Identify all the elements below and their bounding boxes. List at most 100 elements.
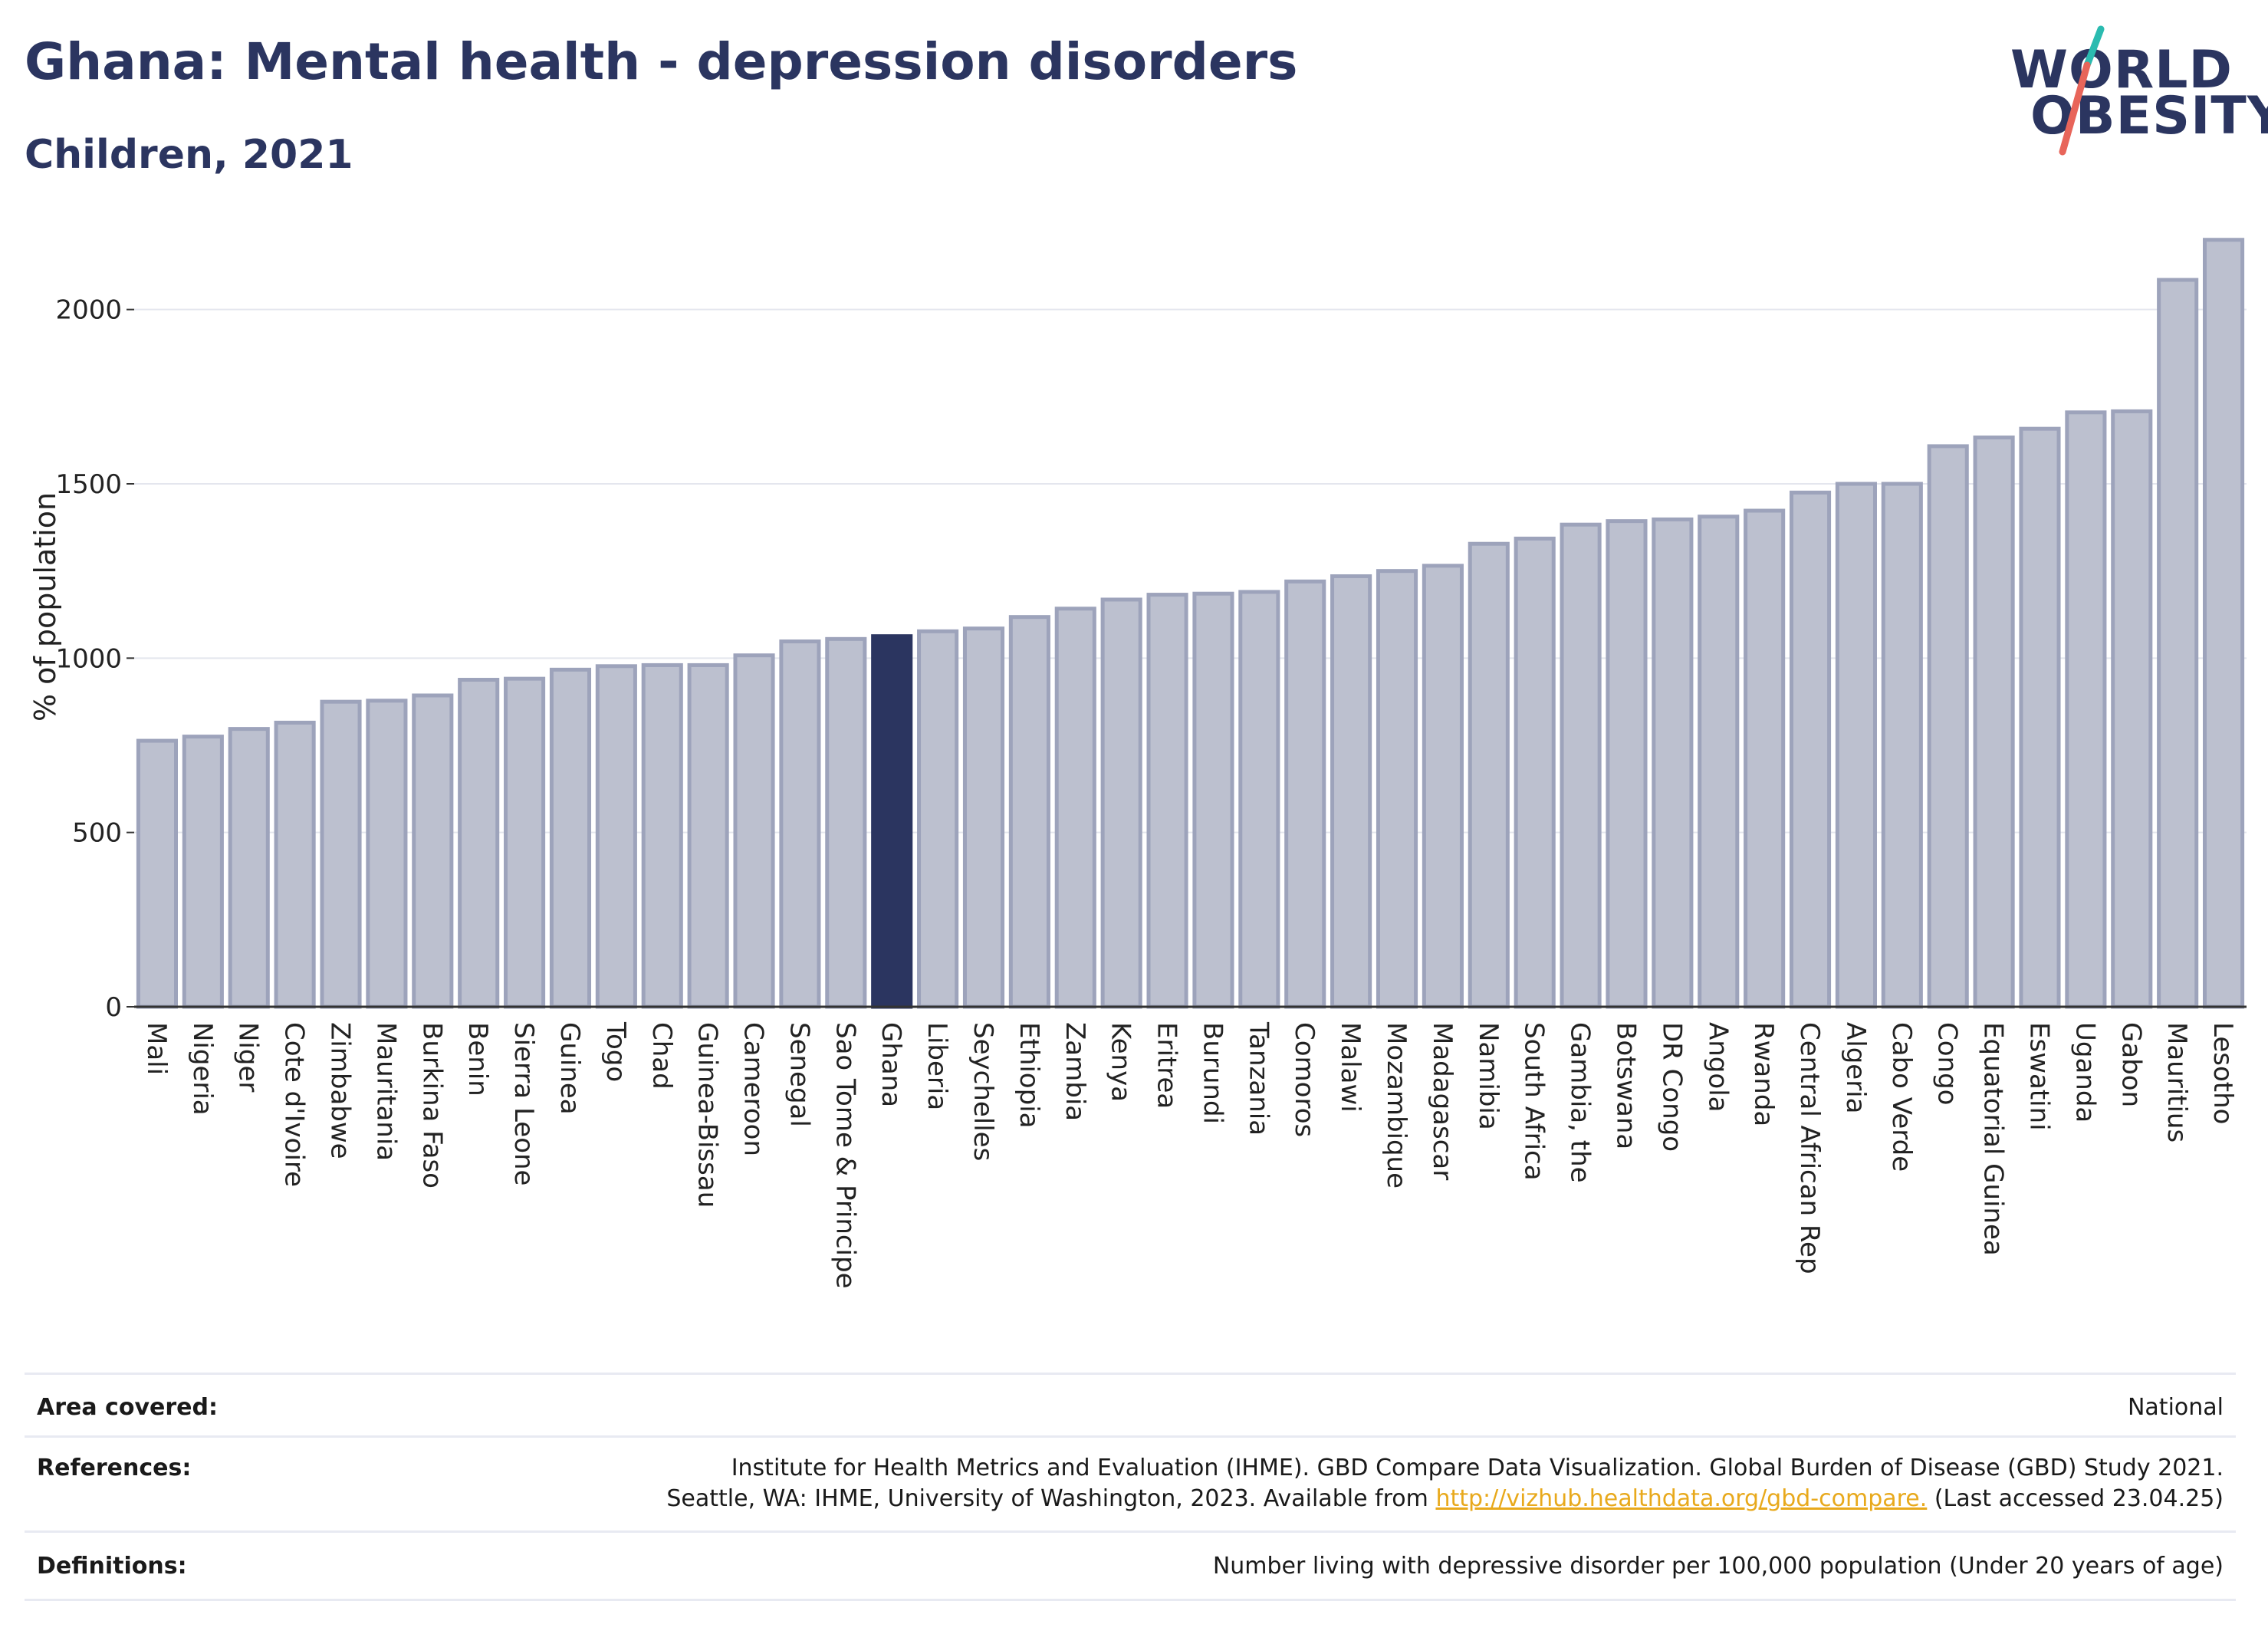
x-tick-label: DR Congo xyxy=(1656,1022,1687,1152)
bar xyxy=(871,634,913,1009)
x-tick-label: Chad xyxy=(646,1022,677,1090)
references-line2-suffix: (Last accessed 23.04.25) xyxy=(1934,1485,2224,1512)
x-tick-label: Nigeria xyxy=(187,1022,218,1116)
bar xyxy=(1606,519,1648,1009)
x-tick-label: Liberia xyxy=(922,1022,952,1110)
area-label: Area covered: xyxy=(37,1394,218,1421)
bar xyxy=(687,662,729,1009)
bar xyxy=(228,727,270,1009)
chart-subtitle: Children, 2021 xyxy=(25,132,353,178)
bar xyxy=(1560,522,1602,1009)
x-tick-label: Eswatini xyxy=(2023,1022,2054,1131)
bar xyxy=(1192,591,1234,1009)
bar xyxy=(1698,515,1740,1009)
bar xyxy=(1330,574,1372,1009)
bar xyxy=(412,693,454,1009)
bar xyxy=(1468,541,1510,1009)
bar xyxy=(1054,607,1096,1009)
x-tick-label: Sao Tome & Principe xyxy=(830,1022,860,1289)
bar xyxy=(274,720,316,1009)
x-tick-label: Kenya xyxy=(1106,1022,1136,1102)
x-tick-label: Mozambique xyxy=(1381,1022,1412,1189)
references-line2-prefix: Seattle, WA: IHME, University of Washing… xyxy=(666,1485,1428,1512)
y-tick-label: 1000 xyxy=(55,643,122,674)
bar-chart: 0 500 1000 1500 2000 % of population Mali Niger… xyxy=(28,238,2247,1289)
x-tick-label: Namibia xyxy=(1473,1022,1504,1130)
bar xyxy=(595,664,637,1009)
x-tick-label: Ghana xyxy=(876,1022,906,1107)
x-tick-label: Madagascar xyxy=(1427,1022,1458,1180)
x-tick-label: Guinea xyxy=(554,1022,585,1115)
y-axis-label: % of population xyxy=(28,492,62,722)
bar xyxy=(1881,482,1923,1009)
bar xyxy=(917,629,959,1009)
x-tick-label: Comoros xyxy=(1289,1022,1320,1137)
x-tick-label: Uganda xyxy=(2069,1022,2100,1123)
x-tick-label: Senegal xyxy=(784,1022,814,1127)
x-tick-label: Togo xyxy=(600,1021,631,1082)
y-tick-label: 0 xyxy=(105,992,122,1023)
bar xyxy=(1376,569,1418,1009)
bar xyxy=(366,699,408,1009)
definitions-value: Number living with depressive disorder p… xyxy=(1212,1553,2224,1580)
references-link[interactable]: http://vizhub.healthdata.org/gbd-compare… xyxy=(1435,1485,1928,1512)
x-tick-label: Central African Rep xyxy=(1794,1022,1825,1274)
x-tick-label: Zimbabwe xyxy=(325,1022,356,1159)
x-tick-label: Cote d'Ivoire xyxy=(279,1022,310,1187)
bar xyxy=(136,738,179,1009)
bar xyxy=(641,662,683,1009)
x-tick-label: South Africa xyxy=(1519,1022,1550,1181)
bar xyxy=(2111,409,2153,1009)
x-tick-label: Mauritius xyxy=(2161,1022,2192,1142)
x-tick-label: Zambia xyxy=(1060,1022,1090,1121)
x-tick-label: Burundi xyxy=(1197,1022,1228,1124)
bar xyxy=(1100,597,1142,1009)
x-tick-label: Cabo Verde xyxy=(1886,1022,1917,1172)
bar xyxy=(1008,615,1050,1009)
x-tick-label: Lesotho xyxy=(2207,1022,2238,1124)
bar xyxy=(1238,590,1280,1009)
x-tick-label: Gabon xyxy=(2115,1022,2146,1107)
references-label: References: xyxy=(37,1455,192,1481)
y-tick-label: 500 xyxy=(72,818,122,849)
world-obesity-logo: WORLD OBESITY xyxy=(2001,23,2268,161)
footer-row-area: Area covered: National xyxy=(25,1373,2236,1438)
area-value: National xyxy=(2127,1394,2224,1421)
x-tick-label: Sierra Leone xyxy=(508,1022,539,1185)
bar xyxy=(2202,238,2245,1009)
footer-row-references: References: Institute for Health Metrics… xyxy=(25,1435,2236,1533)
chart-title: Ghana: Mental health - depression disord… xyxy=(25,32,1298,91)
bar xyxy=(458,678,500,1009)
x-tick-label: Congo xyxy=(1932,1022,1963,1105)
bar xyxy=(1514,536,1556,1009)
x-tick-label: Gambia, the xyxy=(1565,1022,1596,1183)
x-tick-label: Malawi xyxy=(1335,1022,1366,1113)
bar xyxy=(2019,426,2061,1009)
bar xyxy=(2065,410,2107,1009)
x-tick-label: Botswana xyxy=(1610,1022,1641,1149)
bar xyxy=(2157,278,2199,1009)
x-tick-label: Niger xyxy=(233,1022,264,1092)
x-tick-label: Seychelles xyxy=(968,1022,998,1161)
bar xyxy=(825,636,867,1009)
bar xyxy=(1973,436,2015,1009)
x-tick-label: Rwanda xyxy=(1748,1022,1779,1126)
x-tick-label: Benin xyxy=(462,1022,493,1096)
bar xyxy=(1789,490,1832,1009)
y-tick-label: 1500 xyxy=(55,469,122,500)
x-tick-label: Algeria xyxy=(1840,1022,1871,1113)
x-tick-label: Tanzania xyxy=(1243,1021,1274,1136)
bar xyxy=(1422,564,1464,1009)
references-line1: Institute for Health Metrics and Evaluat… xyxy=(731,1455,2224,1481)
y-tick-label: 2000 xyxy=(55,295,122,326)
x-tick-label: Mauritania xyxy=(370,1022,401,1161)
x-tick-label: Angola xyxy=(1702,1022,1733,1112)
bar xyxy=(1284,579,1326,1009)
x-tick-label: Equatorial Guinea xyxy=(1978,1022,2009,1256)
x-tick-label: Mali xyxy=(141,1022,172,1075)
logo-word-world: WORLD xyxy=(2010,40,2233,100)
x-tick-label: Eritrea xyxy=(1152,1022,1182,1109)
x-tick-label: Burkina Faso xyxy=(416,1022,447,1189)
x-tick-label: Guinea-Bissau xyxy=(692,1022,723,1208)
bar xyxy=(1146,593,1188,1009)
